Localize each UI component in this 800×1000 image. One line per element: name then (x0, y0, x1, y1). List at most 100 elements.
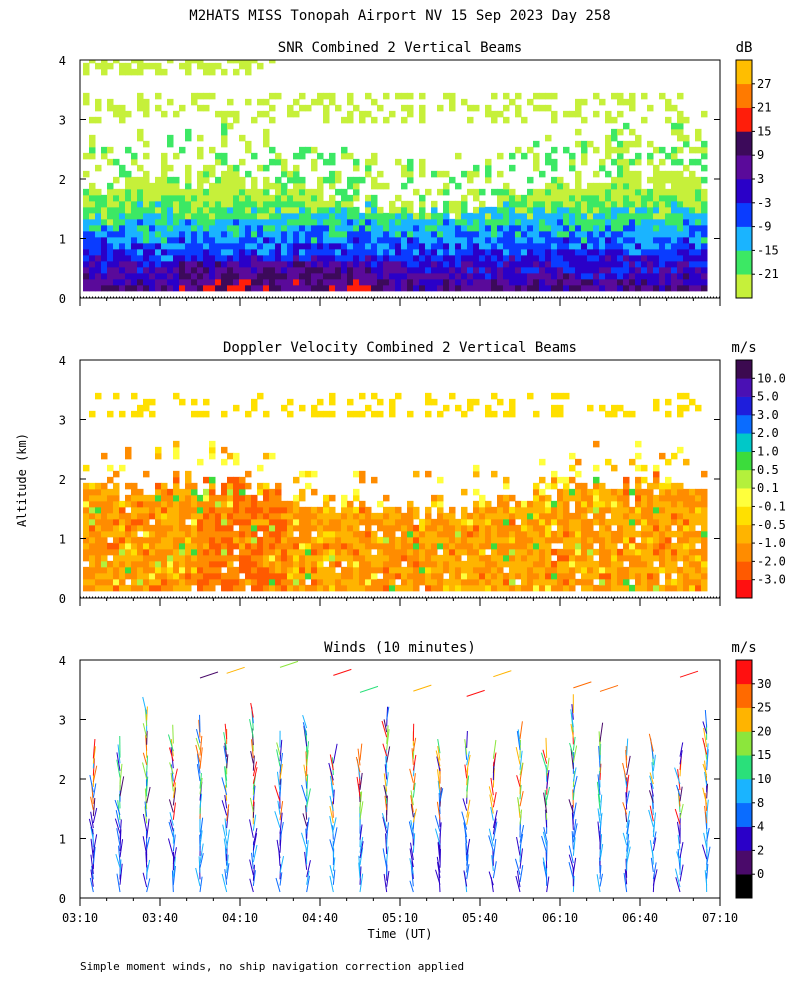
doppler-cell (659, 548, 666, 556)
doppler-cell (131, 554, 138, 562)
doppler-cell (611, 572, 618, 580)
snr-cell (155, 68, 162, 76)
snr-cell (635, 218, 642, 226)
doppler-cell (395, 572, 402, 580)
doppler-cell (635, 464, 642, 472)
snr-cell (293, 188, 300, 196)
snr-cell (467, 218, 474, 226)
doppler-cell (167, 548, 174, 556)
winds-xtick-label: 06:40 (622, 911, 658, 925)
winds-barb (437, 738, 441, 754)
snr-cell (269, 230, 276, 238)
winds-barb (146, 776, 149, 792)
doppler-cell (299, 578, 306, 586)
doppler-cell (215, 524, 222, 532)
snr-cell (617, 92, 624, 100)
snr-cell (701, 110, 708, 118)
doppler-cell (203, 518, 210, 526)
winds-barb (199, 830, 203, 847)
doppler-cell (101, 584, 108, 592)
snr-cell (95, 278, 102, 286)
winds-barb (276, 771, 281, 792)
snr-cell (353, 176, 360, 184)
doppler-cell (509, 410, 516, 418)
snr-cell (257, 254, 264, 262)
snr-cell (323, 260, 330, 268)
snr-cell (239, 134, 246, 142)
doppler-cell (251, 530, 258, 538)
doppler-cell (137, 404, 144, 412)
snr-cell (587, 218, 594, 226)
snr-cell (179, 146, 186, 154)
snr-cell (611, 176, 618, 184)
doppler-cell (377, 566, 384, 574)
doppler-cell (353, 506, 360, 514)
snr-cell (605, 284, 612, 292)
snr-cell (155, 92, 162, 100)
doppler-cell (665, 398, 672, 406)
winds-barb (172, 768, 178, 787)
doppler-cell (641, 506, 648, 514)
doppler-cell (131, 530, 138, 538)
winds-ytick-label: 1 (59, 833, 66, 847)
snr-cell (635, 188, 642, 196)
snr-cell (149, 236, 156, 244)
snr-cell (509, 164, 516, 172)
snr-cell (389, 248, 396, 256)
snr-cell (317, 206, 324, 214)
doppler-cell (575, 566, 582, 574)
snr-cell (485, 236, 492, 244)
snr-cell (527, 266, 534, 274)
doppler-cell (545, 500, 552, 508)
snr-cell (149, 230, 156, 238)
doppler-cell (89, 542, 96, 550)
doppler-cell (233, 476, 240, 484)
doppler-cell (515, 524, 522, 532)
snr-cell (623, 140, 630, 148)
snr-cell (293, 254, 300, 262)
snr-cell (659, 218, 666, 226)
doppler-cell (407, 512, 414, 520)
doppler-cell (569, 542, 576, 550)
snr-cell (605, 140, 612, 148)
doppler-cell (689, 506, 696, 514)
doppler-cell (545, 560, 552, 568)
doppler-cell (179, 566, 186, 574)
snr-cell (623, 272, 630, 280)
doppler-cell (437, 524, 444, 532)
snr-cell (257, 200, 264, 208)
doppler-cell (467, 542, 474, 550)
winds-ytick-label: 3 (59, 714, 66, 728)
winds-barb (597, 774, 601, 795)
snr-cell (251, 284, 258, 292)
doppler-cell (509, 512, 516, 520)
doppler-cell (575, 512, 582, 520)
snr-cell (83, 230, 90, 238)
doppler-cell (161, 548, 168, 556)
doppler-cell (431, 530, 438, 538)
winds-barb (466, 854, 469, 873)
snr-cell (161, 110, 168, 118)
snr-cell (407, 104, 414, 112)
snr-cell (545, 206, 552, 214)
snr-cell (653, 218, 660, 226)
doppler-cell (191, 560, 198, 568)
winds-barb (704, 805, 708, 824)
snr-cell (215, 248, 222, 256)
winds-xtick-label: 05:10 (382, 911, 418, 925)
winds-barb (142, 723, 148, 738)
doppler-cell (275, 560, 282, 568)
winds-barb (89, 774, 94, 793)
snr-cell (131, 206, 138, 214)
doppler-cell (407, 554, 414, 562)
snr-cell (155, 272, 162, 280)
doppler-cell (209, 494, 216, 502)
doppler-cell (437, 530, 444, 538)
doppler-cell (299, 584, 306, 592)
snr-colorbar-swatch (736, 226, 752, 251)
snr-cell (653, 170, 660, 178)
snr-cell (563, 200, 570, 208)
doppler-cell (521, 578, 528, 586)
snr-cell (701, 194, 708, 202)
snr-cell (251, 152, 258, 160)
